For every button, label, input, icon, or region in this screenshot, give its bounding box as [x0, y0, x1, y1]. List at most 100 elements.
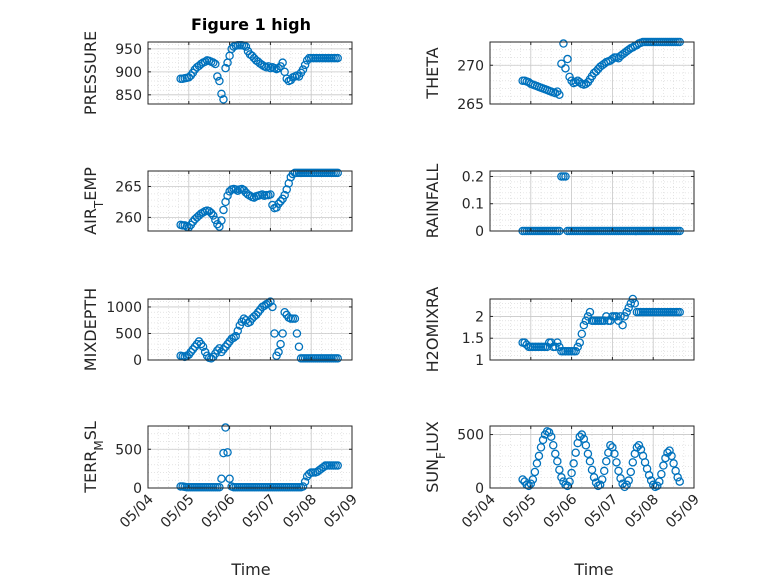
subplot-5-data-point [221, 342, 230, 351]
subplot-7-x-tick-label: 05/09 [321, 492, 361, 532]
subplot-8-data-point [626, 467, 636, 477]
subplot-8-data-point [628, 458, 638, 467]
subplot-2-data-point [561, 64, 570, 73]
subplot-8-data-point [538, 435, 548, 445]
subplot-6-data-point [579, 320, 589, 330]
subplot-7: 0 500 05/04 05/05 05/06 05/07 05/08 05/09 TERRMS… [81, 421, 361, 531]
subplot-8-data-point [634, 440, 644, 450]
subplot-8-data-point [644, 470, 654, 480]
subplot-7-x-tick-label: 05/08 [280, 492, 320, 532]
subplot-8-data-point [587, 465, 597, 475]
subplot-5-y-tick-label: 500 [115, 326, 142, 342]
subplot-6-data-point [553, 338, 562, 347]
subplot-6-axes-frame [489, 298, 695, 361]
subplot-3-data-point [198, 208, 208, 217]
subplot-3-data-point [217, 216, 226, 225]
subplot-5-data-point [223, 339, 232, 349]
subplot-6-y-axis-label: H2OMIXRA [423, 287, 442, 373]
subplot-6-data-point [630, 299, 640, 308]
subplot-5-data-point [274, 347, 283, 357]
subplot-7-y-axis-label: TERRMSL [81, 421, 106, 494]
subplot-8-data-point [620, 482, 629, 492]
subplot-6-y-tick-label: 1 [475, 353, 484, 369]
subplot-7-axes-frame [147, 425, 353, 489]
subplot-7-data-point [223, 448, 232, 457]
subplot-8-data-point [659, 461, 668, 470]
subplot-8-x-tick-label: 05/06 [541, 491, 581, 531]
subplot-1: 850 900 950 PRESSURE [81, 31, 353, 115]
subplot-6-y-tick-label: 2 [475, 309, 484, 325]
subplot-6-data-point [551, 342, 560, 352]
subplot-4: 0 0.1 0.2 RAINFALL [423, 164, 695, 240]
subplot-5-data-point [188, 345, 198, 354]
subplot-1-y-tick-label: 850 [115, 88, 142, 104]
subplot-3-data-point [209, 211, 218, 220]
x-axis-label-left: Time [230, 560, 270, 579]
subplot-8-data-point [589, 473, 599, 482]
subplot-7-x-tick-label: 05/05 [158, 492, 198, 532]
subplot-1-data-point [209, 58, 218, 67]
subplot-8-data-point [524, 481, 534, 491]
subplot-8-data-point [675, 477, 684, 486]
subplot-8-series [518, 427, 684, 492]
subplot-8-data-point [610, 449, 619, 459]
subplot-2-data-point [567, 76, 576, 86]
subplot-8-data-point [553, 457, 562, 466]
subplot-5: 0 500 1000 MIXDEPTH [81, 288, 353, 371]
subplot-6-data-point [675, 307, 684, 317]
subplot-8-data-point [616, 474, 625, 483]
subplot-4-axes-frame [489, 170, 695, 232]
subplot-6-data-point [620, 312, 629, 321]
subplot-3-data-point [231, 185, 240, 194]
subplot-7-data-point [333, 461, 342, 470]
subplot-7-data-point [219, 448, 228, 458]
subplot-5-data-point [231, 331, 240, 341]
subplot-1-data-point [196, 59, 206, 69]
subplot-8-data-point [530, 467, 540, 477]
subplot-5-data-point [280, 308, 289, 317]
subplot-8-data-point [528, 475, 538, 484]
subplot-1-y-tick-label: 900 [115, 65, 142, 81]
subplot-8-data-point [577, 430, 587, 439]
subplot-5-data-point [213, 346, 222, 355]
subplot-7-data-point [319, 462, 328, 472]
subplot-2-y-tick-label: 265 [457, 97, 484, 113]
subplot-5-data-point [268, 302, 277, 312]
subplot-2-data-point [571, 78, 580, 87]
subplot-1-data-point [241, 42, 251, 51]
subplot-8-data-point [544, 428, 554, 437]
subplot-8-data-point [569, 459, 578, 468]
subplot-7-x-tick-label: 05/07 [239, 492, 279, 532]
subplot-1-axes-frame [147, 41, 353, 105]
subplot-3-data-point [180, 221, 189, 230]
subplot-8: 0 500 05/04 05/05 05/06 05/07 05/08 05/09 SUNFLU… [423, 421, 703, 531]
subplot-7-data-point [225, 474, 234, 483]
subplot-8-data-point [657, 469, 666, 479]
subplot-5-data-point [198, 342, 208, 351]
subplot-8-data-point [632, 443, 642, 452]
subplot-5-data-point [294, 342, 304, 351]
subplot-1-data-point [213, 72, 222, 81]
subplot-6-data-point [616, 312, 625, 321]
subplot-3: 260 265 AIRTEMP [81, 167, 353, 235]
subplot-6-data-point [577, 329, 587, 339]
subplot-7-x-tick-label: 05/06 [199, 491, 239, 531]
subplot-2-data-point [628, 43, 638, 52]
subplot-8-x-tick-label: 05/08 [622, 492, 662, 532]
figure-title: Figure 1 high [191, 15, 311, 34]
subplot-8-data-point [585, 457, 595, 466]
subplot-8-data-point [575, 432, 585, 441]
subplot-5-data-point [194, 337, 204, 346]
subplot-1-series [176, 40, 342, 104]
subplot-6-data-point [622, 307, 631, 317]
subplot-1-data-point [333, 53, 342, 63]
subplot-8-data-point [557, 473, 566, 482]
subplot-4-y-tick-label: 0 [475, 224, 484, 240]
subplot-5-y-tick-label: 0 [133, 353, 142, 369]
subplot-8-data-point [565, 477, 574, 486]
subplot-6-data-point [575, 338, 585, 347]
subplot-6-data-point [585, 307, 595, 317]
subplot-1-y-tick-label: 950 [115, 42, 142, 58]
subplot-5-data-point [290, 314, 300, 323]
